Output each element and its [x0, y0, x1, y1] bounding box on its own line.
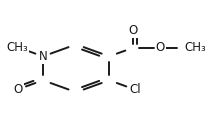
Text: N: N [38, 50, 47, 63]
Text: O: O [14, 83, 23, 96]
Text: CH₃: CH₃ [7, 41, 28, 54]
Text: O: O [128, 24, 138, 37]
Text: CH₃: CH₃ [184, 41, 206, 54]
Text: Cl: Cl [129, 83, 141, 96]
Text: O: O [156, 41, 165, 54]
